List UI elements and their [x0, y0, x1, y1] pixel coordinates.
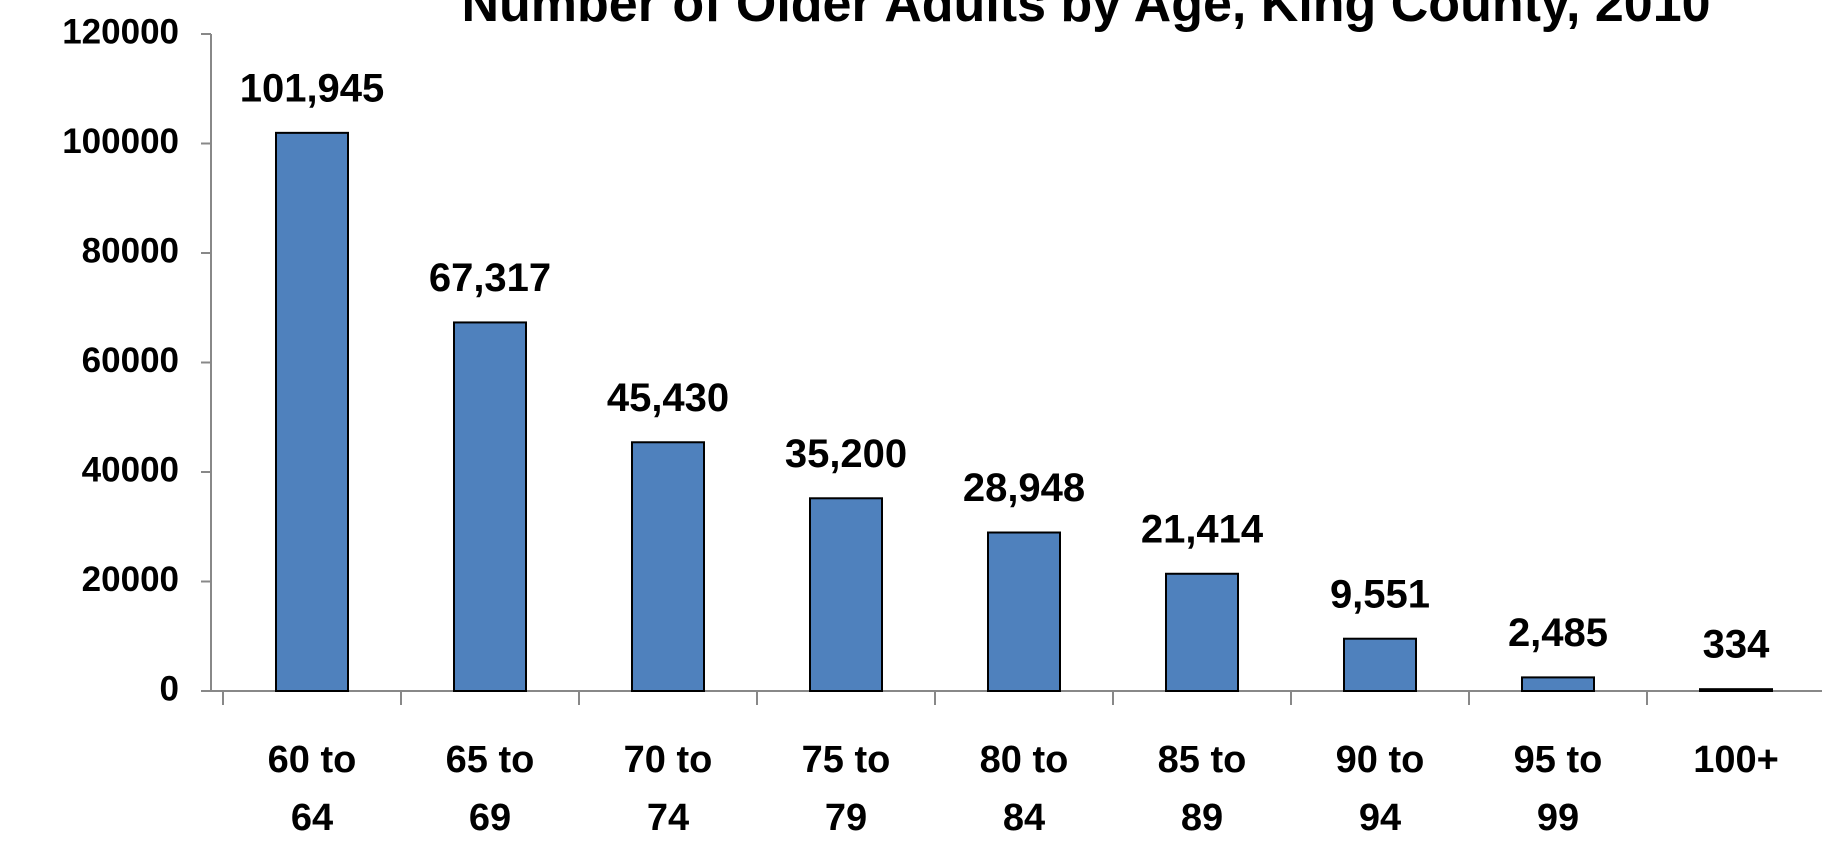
data-label: 67,317 [429, 256, 551, 300]
chart-title: Number of Older Adults by Age, King Coun… [461, 0, 1711, 33]
y-tick-label: 40000 [82, 450, 179, 489]
bar [987, 531, 1061, 692]
x-tick-label: 60 to 64 [267, 739, 357, 839]
x-tick-label: 75 to 79 [801, 739, 891, 839]
data-label: 45,430 [607, 376, 729, 420]
y-tick-label: 120000 [62, 12, 179, 51]
bar [809, 497, 883, 692]
bar [275, 131, 349, 692]
x-tick-label: 70 to 74 [623, 739, 713, 839]
data-label: 28,948 [963, 466, 1085, 510]
bar [453, 321, 527, 692]
x-tick-label: 90 to 94 [1335, 739, 1425, 839]
y-tick-label: 80000 [82, 231, 179, 270]
x-tick-label: 95 to 99 [1513, 739, 1603, 839]
x-tick-label: 65 to 69 [445, 739, 535, 839]
y-tick-label: 100000 [62, 122, 179, 161]
y-tick-label: 0 [160, 669, 179, 708]
bar [631, 441, 705, 692]
bar [1343, 637, 1417, 692]
data-label: 101,945 [240, 66, 385, 110]
data-label: 2,485 [1508, 611, 1608, 655]
bar [1165, 572, 1239, 693]
data-label: 35,200 [785, 432, 907, 476]
data-label: 21,414 [1141, 507, 1264, 551]
bar [1521, 676, 1595, 693]
y-tick-label: 20000 [82, 560, 179, 599]
x-tick-label: 80 to 84 [979, 739, 1069, 839]
y-tick-label: 60000 [82, 341, 179, 380]
data-label: 9,551 [1330, 572, 1430, 616]
x-tick-label: 85 to 89 [1157, 739, 1247, 839]
x-tick-label: 100+ [1693, 739, 1779, 781]
data-label: 334 [1703, 623, 1770, 667]
bar [1699, 688, 1773, 692]
